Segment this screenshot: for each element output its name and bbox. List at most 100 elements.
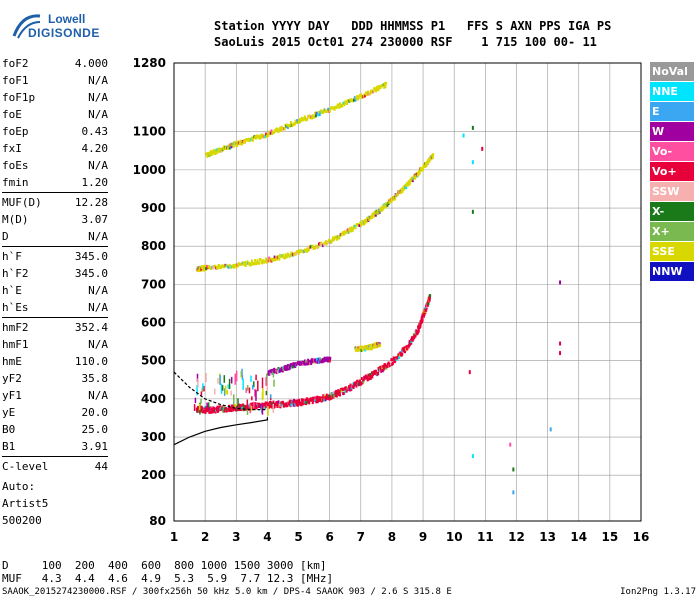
echo-dot <box>282 367 285 371</box>
echo-dot <box>379 343 382 347</box>
echo-dot <box>338 236 341 240</box>
echo-dot <box>289 124 292 128</box>
param-name: h`E <box>2 284 22 297</box>
param-row: M(D) 3.07 <box>2 211 108 228</box>
echo-dot <box>281 403 284 407</box>
echo-dot <box>273 405 276 409</box>
echo-dot <box>372 214 375 218</box>
echo-streak <box>223 388 226 396</box>
echo-dot <box>408 182 411 186</box>
echo-dot <box>410 341 413 345</box>
echo-dot <box>300 116 303 120</box>
echo-dot <box>280 125 283 129</box>
echo-dot <box>295 401 298 405</box>
x-tick-label: 3 <box>232 530 240 544</box>
echo-dot <box>270 129 273 133</box>
echo-dot <box>367 377 370 381</box>
echo-dot <box>277 255 280 259</box>
echo-dot <box>330 240 333 244</box>
auto-artist: Artist5 <box>2 497 49 510</box>
echo-dot <box>330 396 333 400</box>
echo-dot <box>268 259 271 263</box>
echo-dot <box>196 406 199 410</box>
echo-dot <box>259 134 262 138</box>
profile-extrapolation <box>173 371 268 411</box>
param-divider <box>2 192 108 193</box>
echo-dot <box>397 354 400 358</box>
echo-dot <box>283 256 286 260</box>
echo-point <box>512 490 515 495</box>
echo-dot <box>223 407 226 411</box>
echo-streak <box>233 394 235 406</box>
echo-dot <box>352 227 355 231</box>
echo-dot <box>384 85 387 89</box>
echo-dot <box>417 329 420 333</box>
echo-dot <box>325 358 328 362</box>
echo-streak <box>253 401 255 409</box>
echo-dot <box>271 371 274 375</box>
echo-point <box>471 125 474 130</box>
echo-dot <box>429 294 432 298</box>
param-name: hmF2 <box>2 321 29 334</box>
param-value: 3.91 <box>81 440 109 453</box>
echo-dot <box>270 402 273 406</box>
echo-dot <box>325 242 328 246</box>
echo-streak <box>228 378 231 390</box>
echo-dot <box>354 226 357 230</box>
param-name: B0 <box>2 423 16 436</box>
echo-dot <box>253 405 256 409</box>
echo-dot <box>334 394 337 398</box>
param-name: foF2 <box>2 57 29 70</box>
param-value: N/A <box>88 284 108 297</box>
echo-dot <box>302 402 305 406</box>
echo-point <box>471 160 474 165</box>
echo-dot <box>355 384 358 388</box>
param-value: N/A <box>88 338 108 351</box>
echo-dot <box>298 118 301 122</box>
echo-dot <box>340 389 343 393</box>
echo-streak <box>203 385 205 392</box>
echo-point <box>549 427 552 432</box>
echo-dot <box>287 367 290 371</box>
param-row: C-level 44 <box>2 458 108 475</box>
echo-streak <box>196 384 198 396</box>
echo-streak <box>205 373 207 383</box>
echo-dot <box>341 104 344 108</box>
echo-dot <box>221 409 224 413</box>
echo-streak <box>245 387 247 393</box>
echo-streak <box>257 380 259 392</box>
echo-dot <box>333 107 336 111</box>
echo-dot <box>328 109 331 113</box>
logo-swoosh-icon <box>12 14 41 39</box>
echo-dot <box>337 103 340 107</box>
echo-dot <box>431 156 434 160</box>
echo-dot <box>414 334 417 338</box>
param-row: foEp 0.43 <box>2 123 108 140</box>
echo-dot <box>279 128 282 132</box>
echo-dot <box>401 352 404 356</box>
param-value: 20.0 <box>81 406 109 419</box>
echo-dot <box>316 395 319 399</box>
echo-dot <box>305 360 308 364</box>
param-divider <box>2 456 108 457</box>
echo-streak <box>265 376 267 386</box>
x-tick-label: 11 <box>477 530 494 544</box>
echo-dot <box>290 251 293 255</box>
echo-streak <box>198 403 201 410</box>
echo-dot <box>306 247 309 251</box>
echo-dot <box>358 379 361 383</box>
echo-dot <box>311 244 314 248</box>
echo-dot <box>314 398 317 402</box>
station-header: Station YYYY DAY DDD HHMMSS P1 FFS S AXN… <box>214 18 611 50</box>
echo-dot <box>267 370 270 374</box>
echo-dot <box>418 171 421 175</box>
echo-dot <box>360 222 363 226</box>
x-tick-label: 4 <box>263 530 271 544</box>
echo-dot <box>232 263 235 267</box>
echo-point <box>462 133 465 138</box>
echo-dot <box>335 389 338 393</box>
echo-dot <box>335 394 338 398</box>
echo-dot <box>374 87 377 91</box>
echo-dot <box>230 404 233 408</box>
